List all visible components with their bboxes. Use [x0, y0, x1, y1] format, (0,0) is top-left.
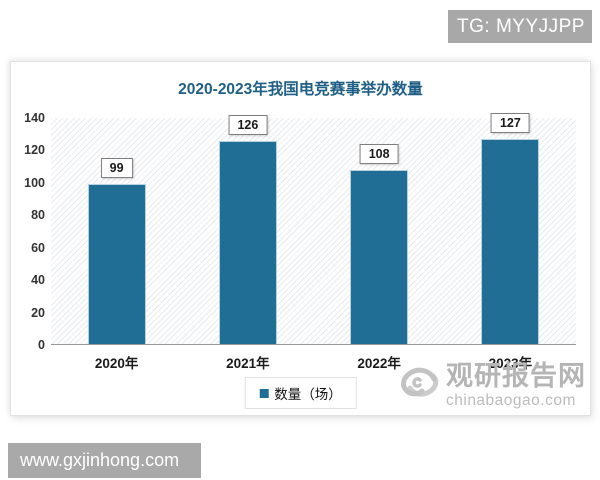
y-tick-label: 120: [24, 143, 45, 158]
plot-area: 99 126 108 127: [51, 113, 576, 345]
x-tick-label: 2023年: [488, 356, 533, 371]
y-tick-label: 80: [31, 208, 45, 223]
bar-2020年: [87, 184, 146, 344]
bar-value-label: 99: [100, 158, 133, 179]
bar-2022年: [350, 169, 409, 344]
x-tick-label: 2021年: [226, 356, 270, 371]
x-tick-label: 2020年: [94, 356, 139, 371]
x-axis-labels: 2020年 2021年 2022年 2023年: [51, 352, 576, 371]
bar-slot: 108: [314, 118, 445, 344]
bar-value-label: 126: [228, 114, 268, 135]
y-tick-label: 0: [38, 338, 45, 352]
y-tick-label: 60: [31, 240, 45, 255]
y-axis-ticks: 0 20 40 60 80 100 120 140: [11, 111, 45, 352]
telegram-watermark-badge: TG: MYYJJPP: [448, 10, 592, 43]
site-watermark-badge: www.gxjinhong.com: [8, 443, 201, 478]
bar-slot: 99: [51, 118, 182, 344]
x-tick-label: 2022年: [357, 356, 401, 371]
y-tick-label: 20: [31, 305, 45, 320]
bar-value-label: 108: [359, 143, 399, 164]
chart-title: 2020-2023年我国电竞赛事举办数量: [178, 81, 423, 98]
legend-swatch: [259, 388, 269, 398]
y-tick-label: 140: [24, 111, 45, 125]
legend: 数量（场）: [244, 377, 357, 409]
bar-slot: 127: [445, 113, 576, 344]
bar-2021年: [218, 140, 277, 344]
bar-slot: 126: [182, 114, 313, 344]
chart-panel: 2020-2023年我国电竞赛事举办数量 0 20 40 60 80 100 120 140 …: [10, 61, 591, 416]
brand-domain: chinabaogao.com: [446, 391, 576, 409]
bar-value-label: 127: [490, 113, 530, 133]
y-tick-label: 100: [24, 175, 45, 190]
bar-2023年: [481, 139, 540, 344]
y-tick-label: 40: [31, 273, 45, 288]
swirl-logo-icon: [401, 367, 439, 397]
legend-label: 数量（场）: [274, 387, 342, 402]
